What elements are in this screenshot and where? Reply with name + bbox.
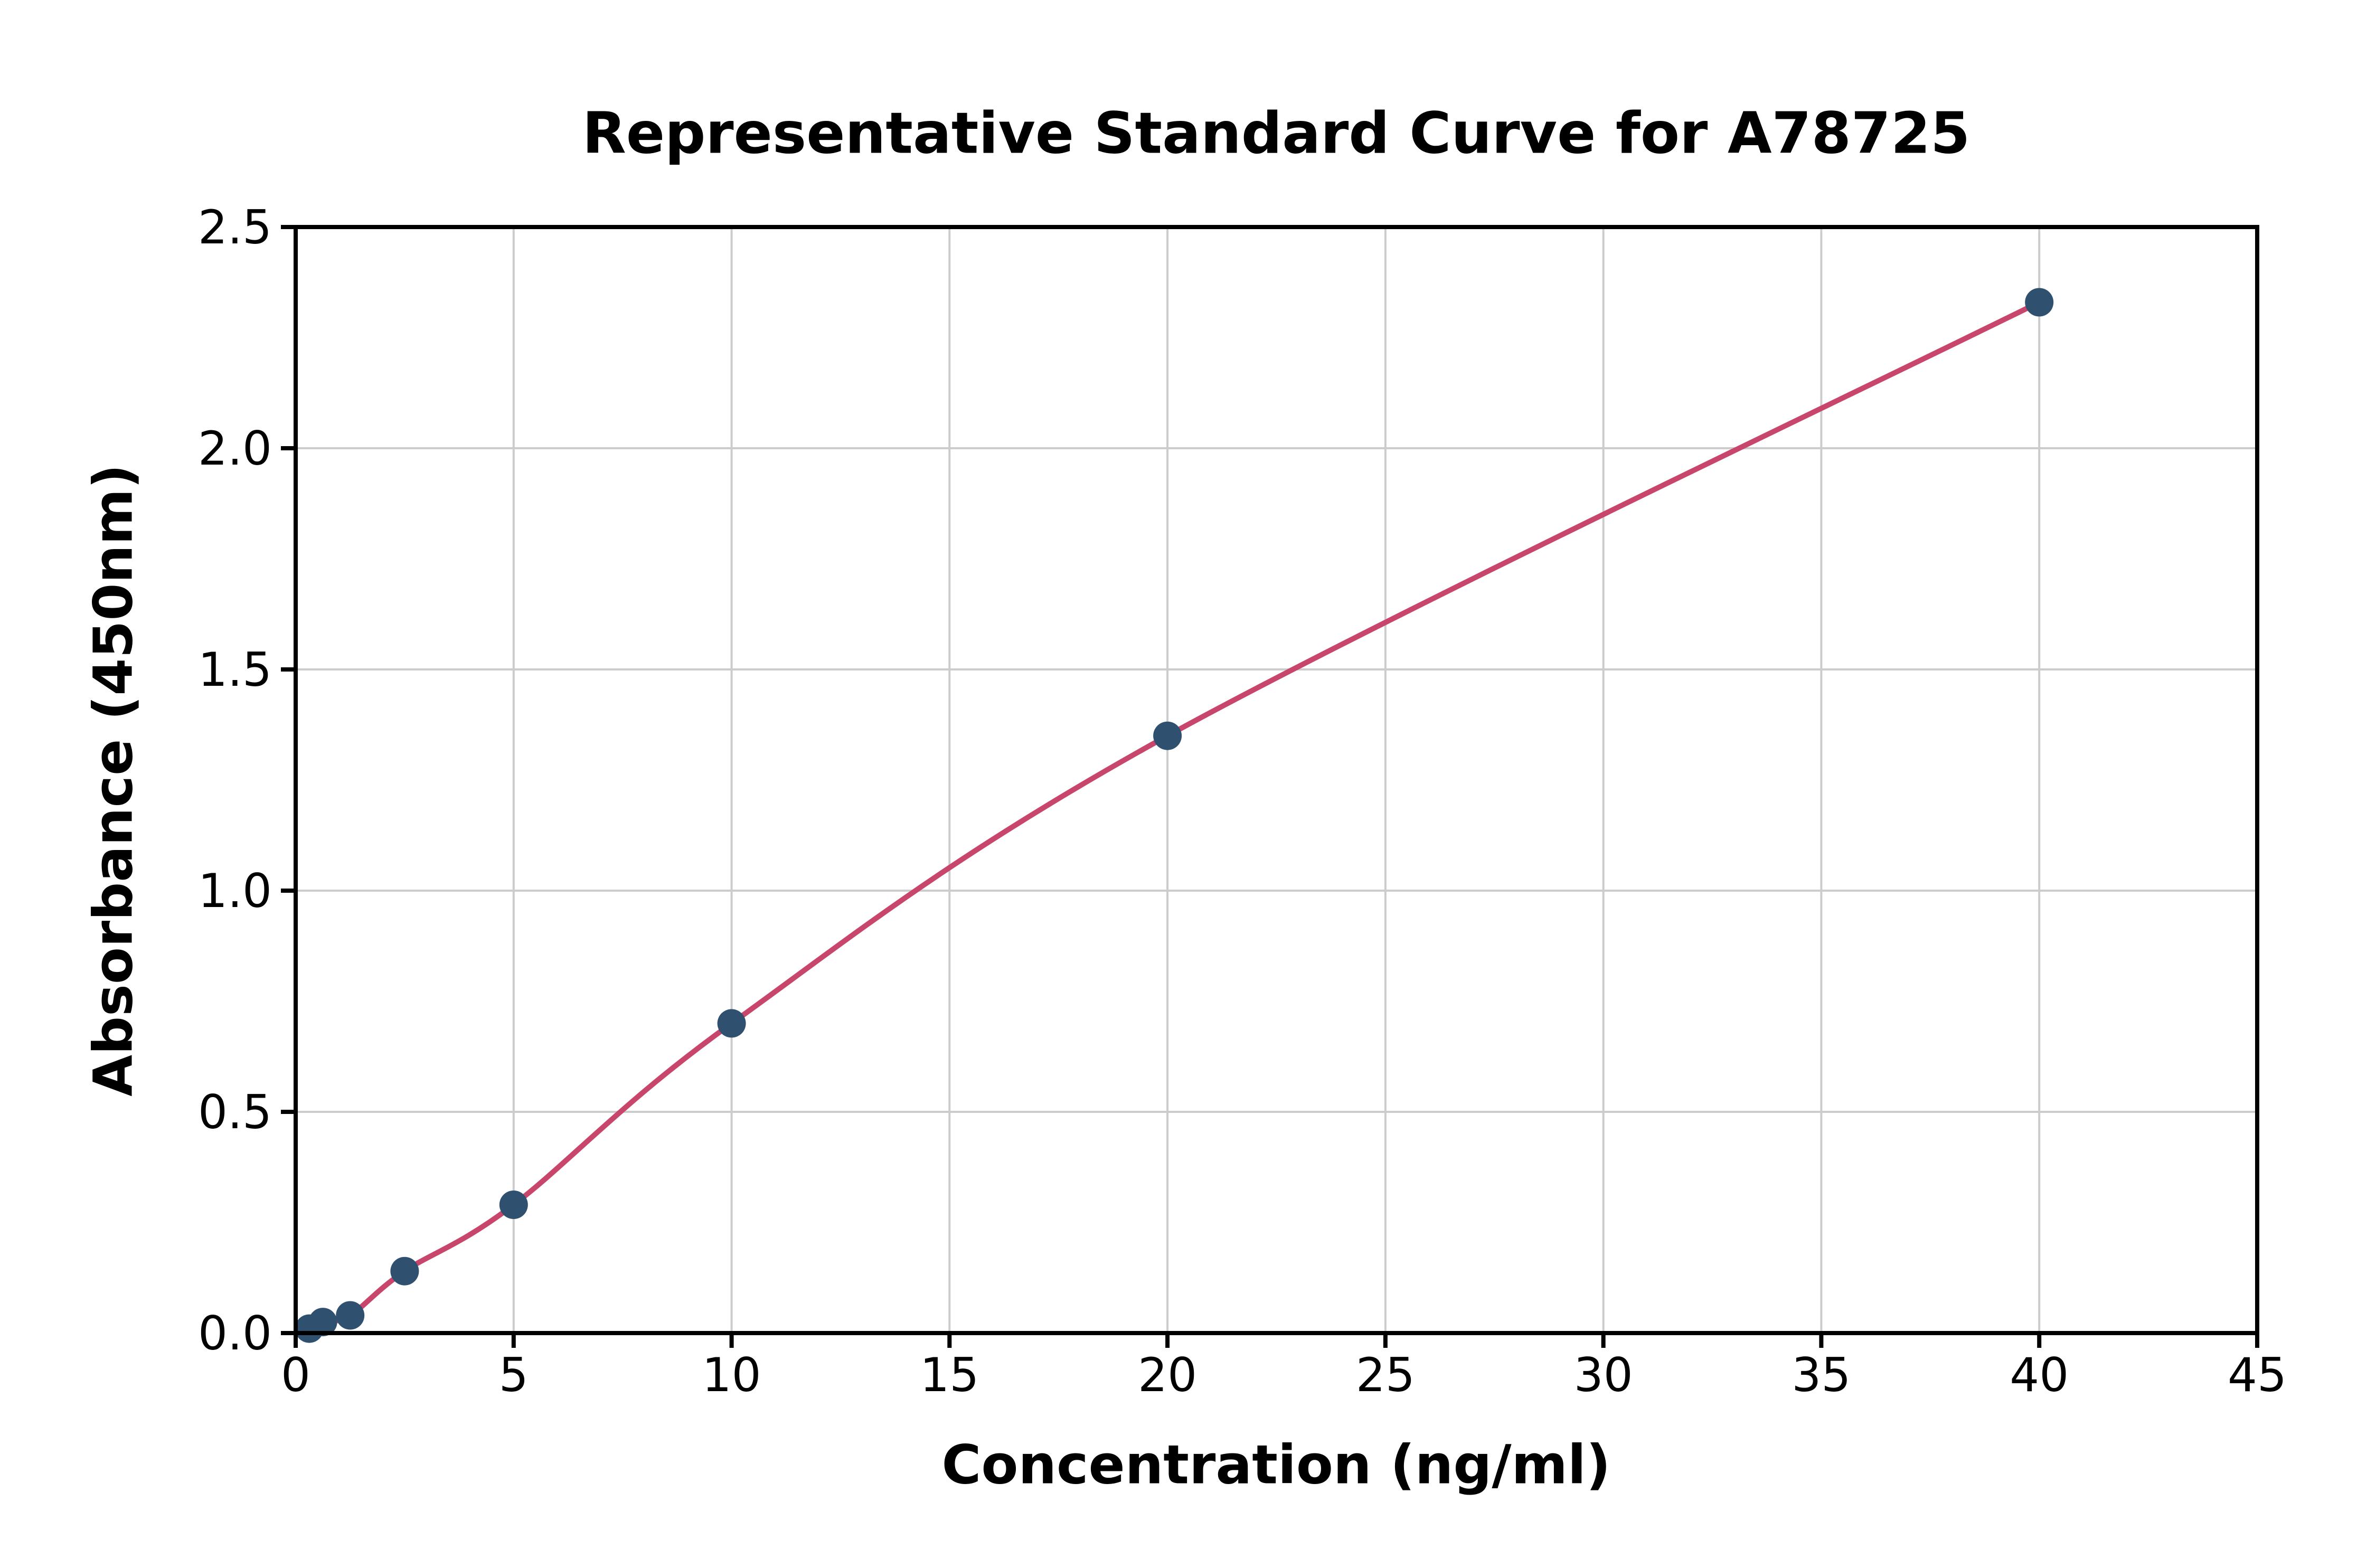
fitted-curve: [306, 299, 2042, 1331]
y-tick-label: 0.0: [198, 1306, 272, 1361]
x-tick-label: 15: [920, 1348, 979, 1402]
y-tick-label: 1.0: [198, 864, 272, 918]
data-point: [1153, 721, 1182, 750]
y-tick-label: 2.5: [198, 200, 272, 254]
data-point: [717, 1009, 746, 1038]
data-point: [308, 1308, 337, 1337]
x-tick-label: 40: [2010, 1348, 2069, 1402]
x-tick-label: 30: [1574, 1348, 1633, 1402]
data-point: [336, 1301, 365, 1330]
plot-border: [294, 225, 2259, 1335]
x-tick-label: 5: [499, 1348, 529, 1402]
data-point: [2025, 288, 2054, 317]
x-tick-label: 25: [1356, 1348, 1415, 1402]
x-tick-label: 35: [1792, 1348, 1851, 1402]
y-tick-label: 0.5: [198, 1085, 272, 1139]
data-point: [390, 1257, 419, 1286]
y-tick-label: 1.5: [198, 643, 272, 697]
x-tick-label: 20: [1138, 1348, 1197, 1402]
chart-title: Representative Standard Curve for A78725: [582, 100, 1970, 167]
y-tick-label: 2.0: [198, 421, 272, 476]
x-tick-label: 10: [702, 1348, 761, 1402]
x-tick-label: 45: [2228, 1348, 2287, 1402]
x-tick-label: 0: [281, 1348, 310, 1402]
data-point: [499, 1191, 528, 1219]
x-axis-label: Concentration (ng/ml): [941, 1433, 1611, 1497]
